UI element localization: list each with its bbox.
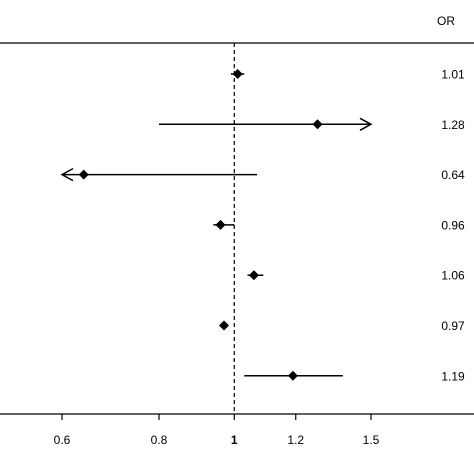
or-value-label: 0.97	[441, 319, 465, 333]
forest-row: 0.96	[213, 218, 465, 232]
point-estimate-marker	[215, 219, 226, 230]
point-estimate-marker	[78, 169, 89, 180]
arrow-left-icon	[60, 167, 74, 182]
forest-row: 1.19	[244, 369, 465, 383]
or-value-label: 1.19	[441, 369, 465, 383]
forest-row: 1.28	[159, 117, 465, 132]
or-value-label: 0.64	[441, 168, 465, 182]
or-value-label: 1.06	[441, 269, 465, 283]
x-tick-label: 0.8	[151, 433, 168, 447]
forest-row: 0.64	[60, 167, 465, 182]
arrow-right-icon	[359, 117, 373, 131]
forest-row: 1.06	[247, 269, 465, 283]
or-value-label: 1.28	[441, 118, 465, 132]
or-value-label: 0.96	[441, 218, 465, 232]
point-estimate-marker	[218, 320, 229, 331]
forest-row: 0.97	[218, 319, 465, 333]
x-tick-label: 1.5	[363, 433, 380, 447]
point-estimate-marker	[232, 69, 243, 79]
point-estimate-marker	[248, 270, 259, 281]
x-tick-label: 1.2	[287, 433, 304, 447]
forest-row: 1.01	[230, 68, 465, 82]
or-column-header: OR	[437, 14, 455, 28]
point-estimate-marker	[287, 370, 298, 381]
x-tick-label: 0.6	[54, 433, 71, 447]
x-tick-label: 1	[231, 433, 238, 447]
point-estimate-marker	[312, 119, 323, 130]
or-value-label: 1.01	[441, 68, 465, 82]
